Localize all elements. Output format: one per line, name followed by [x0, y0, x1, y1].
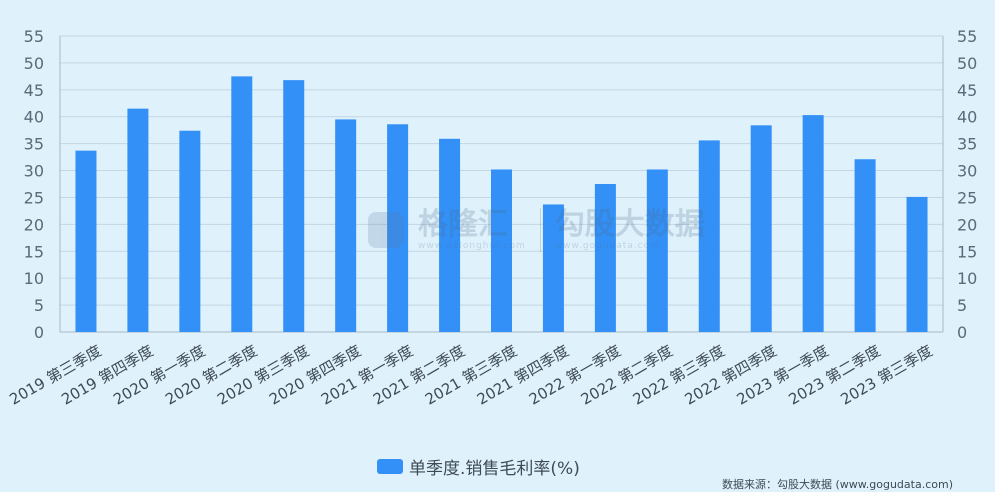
y-tick-label-left: 55 [24, 27, 44, 46]
y-tick-label-right: 30 [957, 162, 977, 181]
y-axis-left-ticks: 0 5 10 15 20 25 30 35 40 45 50 55 [24, 27, 44, 342]
bar[interactable] [75, 150, 97, 332]
y-tick-label-right: 5 [957, 296, 967, 315]
bar[interactable] [387, 124, 409, 333]
y-tick-label-left: 30 [24, 162, 44, 181]
bar[interactable] [439, 138, 461, 332]
y-axis-right-ticks: 0 5 10 15 20 25 30 35 40 45 50 55 [957, 27, 977, 342]
bar[interactable] [906, 196, 928, 332]
y-tick-label-left: 10 [24, 269, 44, 288]
y-tick-label-left: 15 [24, 242, 44, 261]
y-tick-label-left: 35 [24, 135, 44, 154]
bar[interactable] [854, 159, 876, 332]
y-tick-label-right: 35 [957, 135, 977, 154]
bar[interactable] [542, 204, 564, 332]
bar[interactable] [646, 169, 668, 332]
bar[interactable] [594, 184, 616, 332]
bars [75, 76, 928, 333]
y-tick-label-right: 45 [957, 81, 977, 100]
y-tick-label-right: 50 [957, 54, 977, 73]
y-tick-label-right: 20 [957, 215, 977, 234]
y-tick-label-right: 10 [957, 269, 977, 288]
y-tick-label-right: 0 [957, 323, 967, 342]
bar[interactable] [750, 125, 772, 332]
legend-swatch [377, 459, 403, 474]
bar[interactable] [231, 76, 253, 332]
bar[interactable] [179, 130, 201, 332]
y-tick-label-right: 40 [957, 108, 977, 127]
y-tick-label-right: 15 [957, 242, 977, 261]
source-note: 数据来源：勾股大数据 (www.gogudata.com) [722, 478, 953, 491]
bar[interactable] [127, 108, 149, 333]
bar[interactable] [283, 80, 305, 332]
bar[interactable] [802, 115, 824, 332]
bar[interactable] [335, 119, 357, 332]
legend[interactable]: 单季度.销售毛利率(%) [377, 454, 580, 479]
y-tick-label-left: 25 [24, 188, 44, 207]
legend-label: 单季度.销售毛利率(%) [409, 459, 580, 479]
y-tick-label-right: 55 [957, 27, 977, 46]
y-tick-label-left: 45 [24, 81, 44, 100]
y-tick-label-left: 5 [34, 296, 44, 315]
y-tick-label-right: 25 [957, 188, 977, 207]
y-tick-label-left: 50 [24, 54, 44, 73]
bar[interactable] [491, 169, 512, 332]
y-tick-label-left: 40 [24, 108, 44, 127]
y-tick-label-left: 20 [24, 215, 44, 234]
bar[interactable] [698, 140, 720, 332]
y-tick-label-left: 0 [34, 323, 44, 342]
